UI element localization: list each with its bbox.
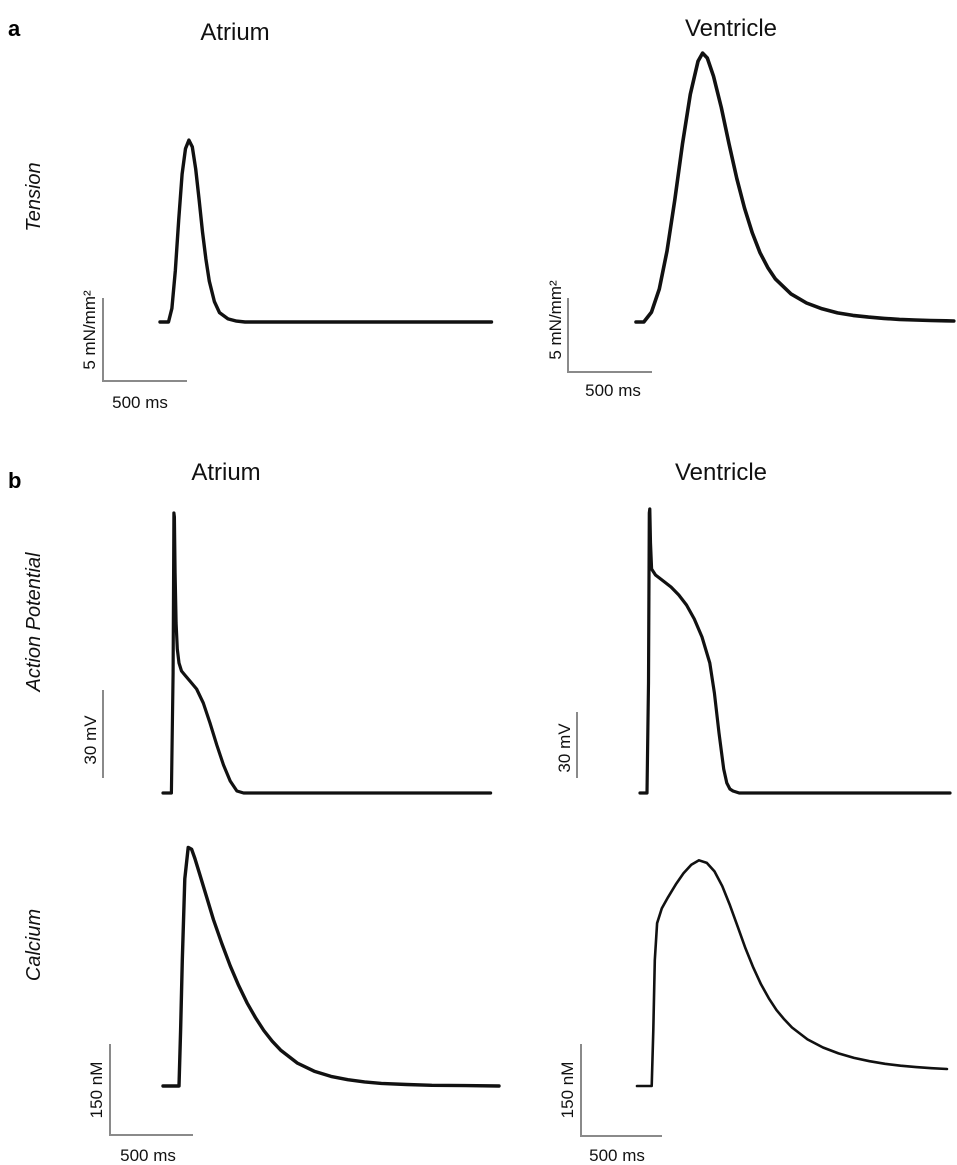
trace-calcium-ventricle [635,859,949,1088]
scale-label-tension-ventricle-time: 500 ms [585,381,641,400]
scale-label-tension-ventricle-vertical: 5 mN/mm² [546,280,565,360]
trace-tension-ventricle [634,51,956,324]
scale-label-tension-atrium-vertical: 5 mN/mm² [80,290,99,370]
scale-bar-calcium-ventricle [580,1044,662,1137]
scale-bar-tension-atrium [102,298,187,382]
column-title-ventricle-a: Ventricle [685,15,777,42]
column-title-ventricle-b: Ventricle [675,459,767,486]
column-title-atrium-a: Atrium [200,19,269,46]
trace-tension-atrium [158,138,494,324]
trace-ap-atrium [161,511,493,795]
scale-label-calcium-ventricle-time: 500 ms [589,1146,645,1165]
scale-bar-calcium-atrium [109,1044,193,1136]
scale-bar-tension-ventricle [567,298,652,373]
column-title-atrium-b: Atrium [191,459,260,486]
scale-label-tension-atrium-time: 500 ms [112,393,168,412]
row-label-calcium: Calcium [23,909,45,981]
traces-layer [158,51,956,1088]
panel-b-label: b [8,468,21,493]
scale-label-calcium-ventricle-vertical: 150 nM [558,1062,577,1119]
scale-label-calcium-atrium-vertical: 150 nM [87,1062,106,1119]
panel-a-label: a [8,16,21,41]
trace-calcium-atrium [161,845,501,1088]
trace-ap-ventricle [638,507,952,795]
scale-label-ap-atrium-vertical: 30 mV [81,715,100,765]
row-label-tension: Tension [23,162,45,231]
scale-label-calcium-atrium-time: 500 ms [120,1146,176,1165]
scale-label-ap-ventricle-vertical: 30 mV [555,723,574,773]
row-label-action-potential: Action Potential [23,552,45,693]
